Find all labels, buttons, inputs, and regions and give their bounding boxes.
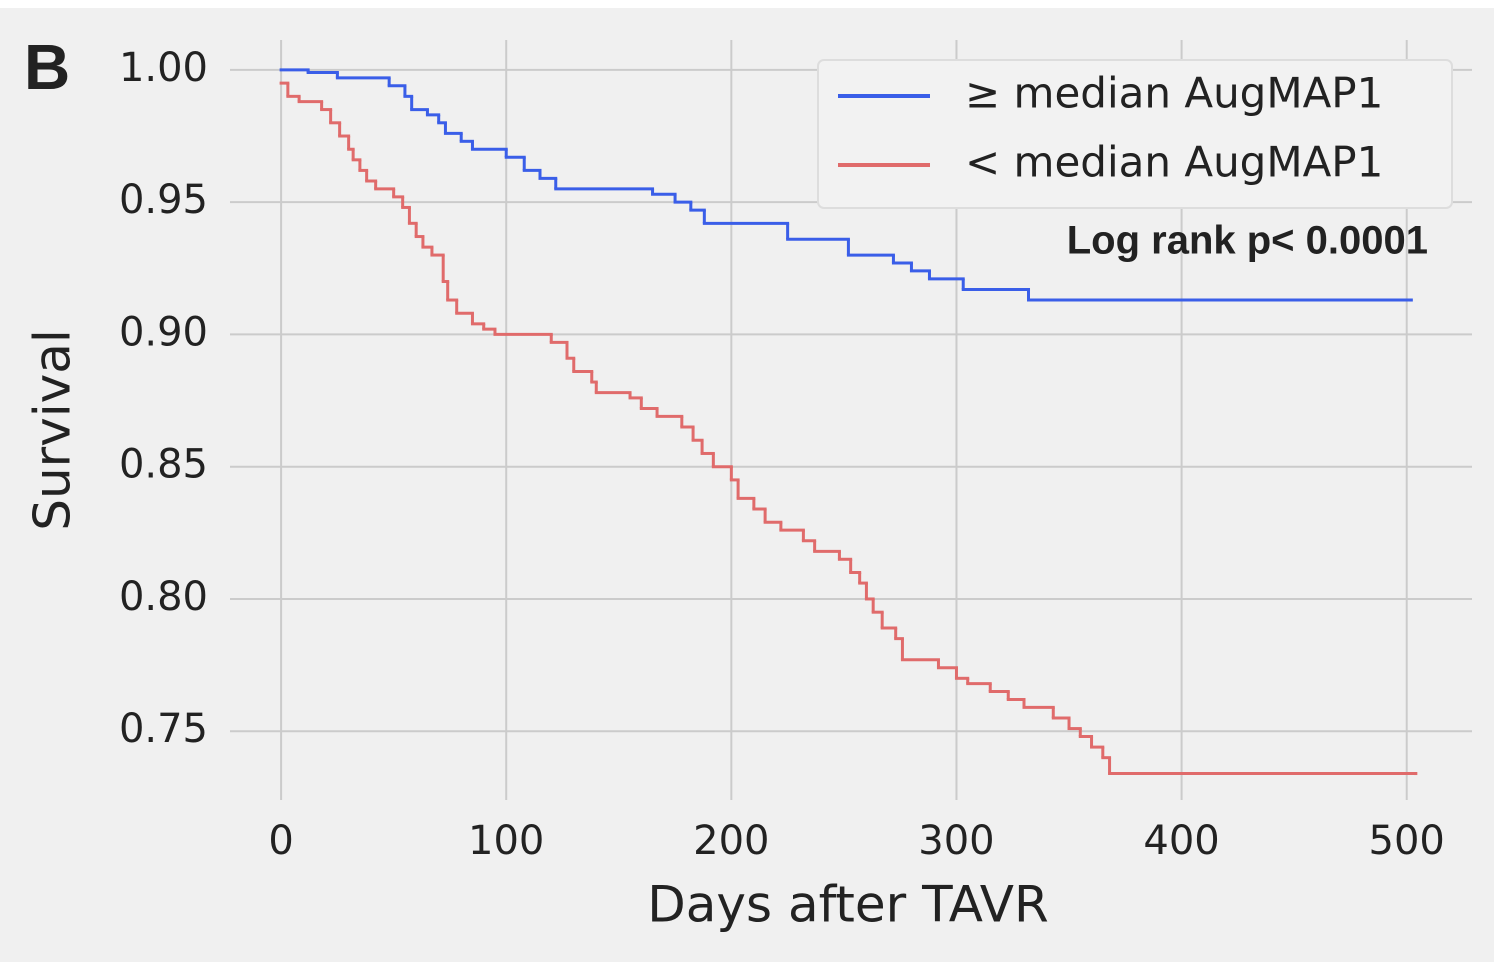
legend-label: < median AugMAP1: [965, 138, 1383, 187]
x-tick-label: 100: [468, 818, 544, 864]
x-tick-label: 200: [693, 818, 769, 864]
legend: ≥ median AugMAP1 < median AugMAP1: [838, 69, 1383, 187]
y-tick-label: 0.90: [119, 309, 208, 355]
series-line: [279, 68, 1413, 302]
legend-label: ≥ median AugMAP1: [965, 69, 1383, 118]
panel-label: B: [24, 31, 70, 103]
y-tick-label: 0.85: [119, 442, 208, 488]
series-line: [279, 81, 1418, 776]
annotation: Log rank p< 0.0001: [1067, 219, 1428, 263]
y-tick-label: 1.00: [119, 45, 208, 91]
plot-lines: [279, 68, 1418, 776]
y-tick-label: 0.80: [119, 574, 208, 620]
y-axis-label: Survival: [24, 329, 82, 531]
x-tick-label: 400: [1143, 818, 1219, 864]
x-axis-label: Days after TAVR: [647, 876, 1048, 934]
x-tick-label: 500: [1369, 818, 1445, 864]
x-tick-label: 300: [918, 818, 994, 864]
y-tick-label: 0.75: [119, 706, 208, 752]
legend-box: [817, 59, 1453, 209]
y-tick-label: 0.95: [119, 177, 208, 223]
x-tick-label: 0: [268, 818, 293, 864]
